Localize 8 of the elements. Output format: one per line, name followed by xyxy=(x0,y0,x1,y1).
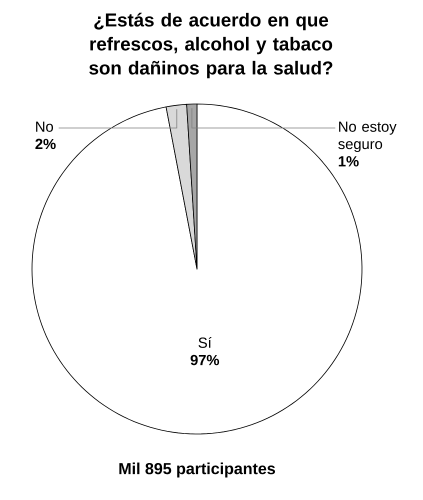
slice-label: No estoy seguro xyxy=(338,122,397,152)
chart-title: ¿Estás de acuerdo en que refrescos, alcohol y tabaco son dañinos para la salud? xyxy=(89,12,332,78)
slice-label: No xyxy=(36,122,54,132)
data-label: 2% xyxy=(35,138,56,150)
data-label: 97% xyxy=(190,354,220,366)
data-label: 1% xyxy=(338,156,359,166)
slice-label: Sí xyxy=(198,336,212,348)
text: Mil 895 participantes xyxy=(119,462,276,478)
